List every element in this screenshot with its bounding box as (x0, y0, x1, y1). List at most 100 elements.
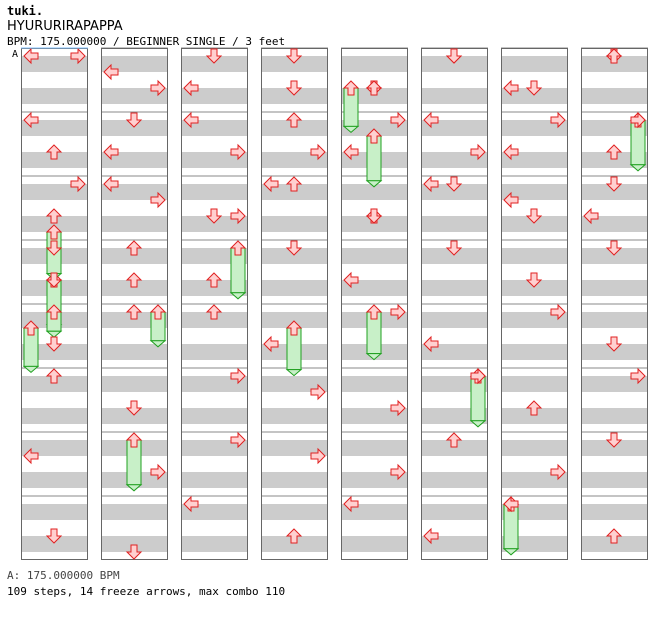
beat-stripe (581, 184, 648, 200)
step-arrow (550, 463, 566, 481)
step-arrow (125, 544, 143, 560)
step-arrow (45, 272, 63, 288)
step-arrow (310, 143, 326, 161)
step-arrow (125, 112, 143, 128)
beat-stripe (421, 344, 488, 360)
beat-stripe (101, 216, 168, 232)
beat-stripe (501, 408, 568, 424)
step-arrow (605, 144, 623, 160)
chart-column (181, 47, 248, 560)
beat-stripe (101, 344, 168, 360)
freeze-arrow-head (22, 320, 40, 336)
beat-stripe (341, 376, 408, 392)
beat-stripe (501, 280, 568, 296)
beat-stripe (421, 440, 488, 456)
step-arrow (605, 176, 623, 192)
step-arrow (103, 63, 119, 81)
step-arrow (285, 176, 303, 192)
step-arrow (205, 48, 223, 64)
step-arrow (445, 176, 463, 192)
beat-stripe (261, 440, 328, 456)
beat-stripe (341, 216, 408, 232)
beat-stripe (421, 88, 488, 104)
freeze-arrow-head (45, 224, 63, 240)
step-arrow (630, 111, 646, 129)
step-arrow (503, 495, 519, 513)
step-arrow (70, 175, 86, 193)
beat-stripe (181, 536, 248, 552)
freeze-arrow-head (125, 432, 143, 448)
beat-stripe (421, 536, 488, 552)
beat-stripe (101, 376, 168, 392)
freeze-arrow-head (365, 128, 383, 144)
freeze-arrow-head (342, 80, 360, 96)
step-arrow (45, 144, 63, 160)
freeze-arrow-tail (229, 292, 247, 300)
beat-stripe (261, 472, 328, 488)
chart-info: BPM: 175.000000 / BEGINNER SINGLE / 3 fe… (7, 35, 286, 48)
step-arrow (550, 303, 566, 321)
step-arrow (205, 208, 223, 224)
beat-stripe (581, 312, 648, 328)
beat-stripe (101, 184, 168, 200)
step-arrow (230, 431, 246, 449)
step-arrow (525, 80, 543, 96)
beat-stripe (21, 216, 88, 232)
beat-stripe (501, 120, 568, 136)
beat-stripe (501, 184, 568, 200)
step-arrow (125, 240, 143, 256)
beat-stripe (21, 440, 88, 456)
beat-stripe (421, 504, 488, 520)
beat-stripe (261, 504, 328, 520)
step-arrow (605, 240, 623, 256)
beat-stripe (581, 408, 648, 424)
beat-stripe (101, 408, 168, 424)
step-arrow (183, 111, 199, 129)
step-arrow (423, 175, 439, 193)
step-arrow (605, 336, 623, 352)
beat-stripe (501, 216, 568, 232)
beat-stripe (501, 152, 568, 168)
beat-stripe (101, 56, 168, 72)
step-arrow (285, 240, 303, 256)
beat-stripe (101, 248, 168, 264)
step-arrow (285, 112, 303, 128)
beat-stripe (581, 440, 648, 456)
beat-stripe (261, 56, 328, 72)
step-arrow (390, 399, 406, 417)
step-arrow (45, 528, 63, 544)
step-arrow (230, 367, 246, 385)
chart-stats: 109 steps, 14 freeze arrows, max combo 1… (7, 585, 286, 598)
step-arrow (605, 48, 623, 64)
step-arrow (470, 143, 486, 161)
beat-stripe (101, 88, 168, 104)
freeze-arrow-tail (342, 125, 360, 134)
step-arrow (503, 79, 519, 97)
freeze-arrow-tail (469, 420, 487, 428)
beat-stripe (421, 280, 488, 296)
beat-stripe (341, 536, 408, 552)
step-arrow (103, 175, 119, 193)
beat-stripe (501, 472, 568, 488)
step-arrow (205, 272, 223, 288)
beat-stripe (21, 472, 88, 488)
step-arrow (45, 336, 63, 352)
step-arrow (125, 272, 143, 288)
freeze-arrow-tail (285, 369, 303, 377)
beat-stripe (181, 472, 248, 488)
step-arrow (343, 495, 359, 513)
step-arrow (150, 463, 166, 481)
step-arrow (45, 368, 63, 384)
step-arrow (230, 207, 246, 225)
step-arrow (125, 400, 143, 416)
step-arrow (503, 143, 519, 161)
step-arrow (150, 191, 166, 209)
beat-stripe (21, 56, 88, 72)
beat-stripe (501, 440, 568, 456)
beat-stripe (341, 280, 408, 296)
beat-stripe (181, 120, 248, 136)
step-arrow (285, 528, 303, 544)
step-arrow (390, 303, 406, 321)
beat-stripe (581, 216, 648, 232)
step-arrow (445, 240, 463, 256)
